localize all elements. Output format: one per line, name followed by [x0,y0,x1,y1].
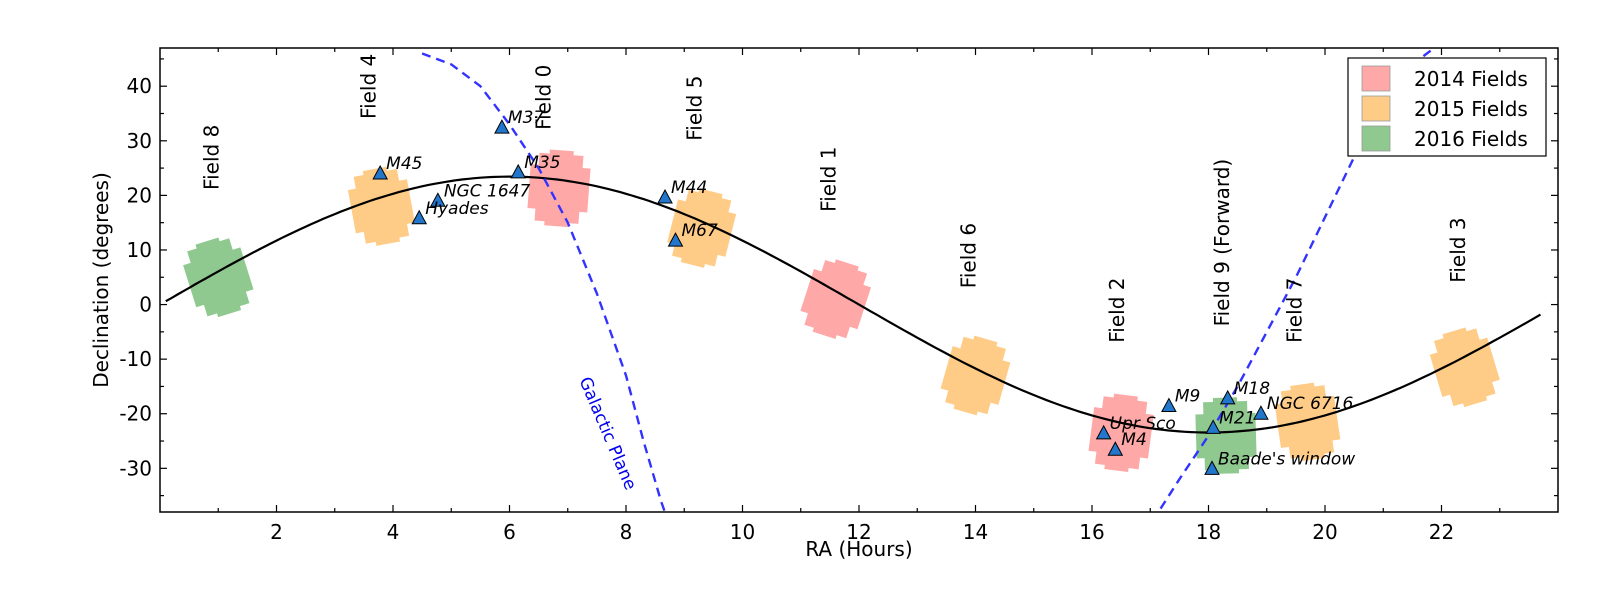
field-label: Field 2 [1105,278,1129,343]
field-footprint [1429,327,1500,408]
cluster-label: M45 [386,154,422,174]
field-label: Field 8 [199,125,223,190]
field-label: Field 0 [531,65,555,130]
field-label: Field 3 [1446,217,1470,282]
cluster-label: NGC 6716 [1267,394,1354,414]
cluster-label: M18 [1234,379,1270,399]
x-tick-label: 18 [1196,520,1221,544]
x-tick-label: 6 [503,520,516,544]
y-tick-label: 20 [127,183,152,207]
cluster-label: M44 [671,178,707,198]
cluster-marker [1253,405,1269,420]
field-label: Field 1 [817,147,841,212]
cluster-marker [1219,389,1236,405]
cluster-marker [430,192,446,207]
field-footprint [667,188,737,268]
cluster-marker [372,164,389,180]
cluster-label: Baade's window [1218,449,1355,469]
cluster-label: Hyades [425,199,489,219]
x-tick-label: 10 [730,520,755,544]
legend-label: 2015 Fields [1414,97,1528,121]
x-tick-label: 14 [963,520,988,544]
field-footprint [940,335,1011,416]
x-tick-label: 16 [1079,520,1104,544]
legend-label: 2014 Fields [1414,67,1528,91]
field-label: Field 5 [683,76,707,141]
cluster-label: M9 [1175,387,1200,407]
field-footprint [183,237,254,318]
cluster-label: M21 [1219,408,1255,428]
x-tick-label: 22 [1429,520,1454,544]
field-footprint [347,166,415,246]
legend-swatch [1361,125,1391,152]
cluster-marker [1205,419,1221,434]
x-tick-label: 20 [1312,520,1337,544]
y-tick-label: -10 [119,347,152,371]
cluster-label: Upr Sco [1110,414,1176,434]
cluster-label: NGC 1647 [444,181,531,201]
field-label: Field 4 [356,54,380,119]
cluster-label: M35 [524,153,560,173]
cluster-marker [667,232,684,247]
legend-swatch [1361,65,1391,92]
cluster-label: M4 [1121,430,1146,450]
axes-layer: 2 4 6 8 10 12 14 16 18 20 22 40 30 20 10 0 -10 -20 -30 [119,48,1558,544]
field-footprint [1274,382,1341,462]
legend-swatch [1361,95,1391,122]
cluster-marker [494,119,510,134]
y-tick-label: 40 [127,74,152,98]
field-label: Field 9 (Forward) [1210,159,1234,327]
y-tick-label: 30 [127,129,152,153]
cluster-marker [657,188,673,204]
cluster-marker [1161,397,1177,413]
x-axis-label: RA (Hours) [805,537,912,561]
field-label: Field 6 [956,223,980,288]
field-footprint [1195,397,1257,474]
galactic-plane-line [421,52,667,512]
cluster-marker [1204,460,1220,475]
fields-layer [183,149,1500,474]
x-tick-label: 12 [846,520,871,544]
cluster-label: M37 [508,108,544,128]
cluster-marker [1095,424,1112,440]
field-footprint [1088,393,1154,473]
cluster-marker [510,163,527,179]
legend-label: 2016 Fields [1414,127,1528,151]
x-tick-label: 8 [620,520,633,544]
y-axis-label: Declination (degrees) [89,172,113,388]
field-label: Field 7 [1283,278,1307,343]
y-tick-label: -30 [119,456,152,480]
cluster-marker [1107,441,1124,456]
legend: 2014 Fields 2015 Fields 2016 Fields [1347,57,1547,157]
x-tick-label: 4 [387,520,400,544]
y-tick-label: -20 [119,402,152,426]
y-tick-label: 0 [139,293,152,317]
field-footprint [527,149,591,228]
cluster-label: M67 [682,221,718,241]
field-footprint [800,259,872,339]
cluster-markers-layer [372,119,1269,475]
x-tick-label: 2 [270,520,283,544]
y-tick-label: 10 [127,238,152,262]
ecliptic-line [165,175,1542,434]
cluster-marker [411,209,428,225]
